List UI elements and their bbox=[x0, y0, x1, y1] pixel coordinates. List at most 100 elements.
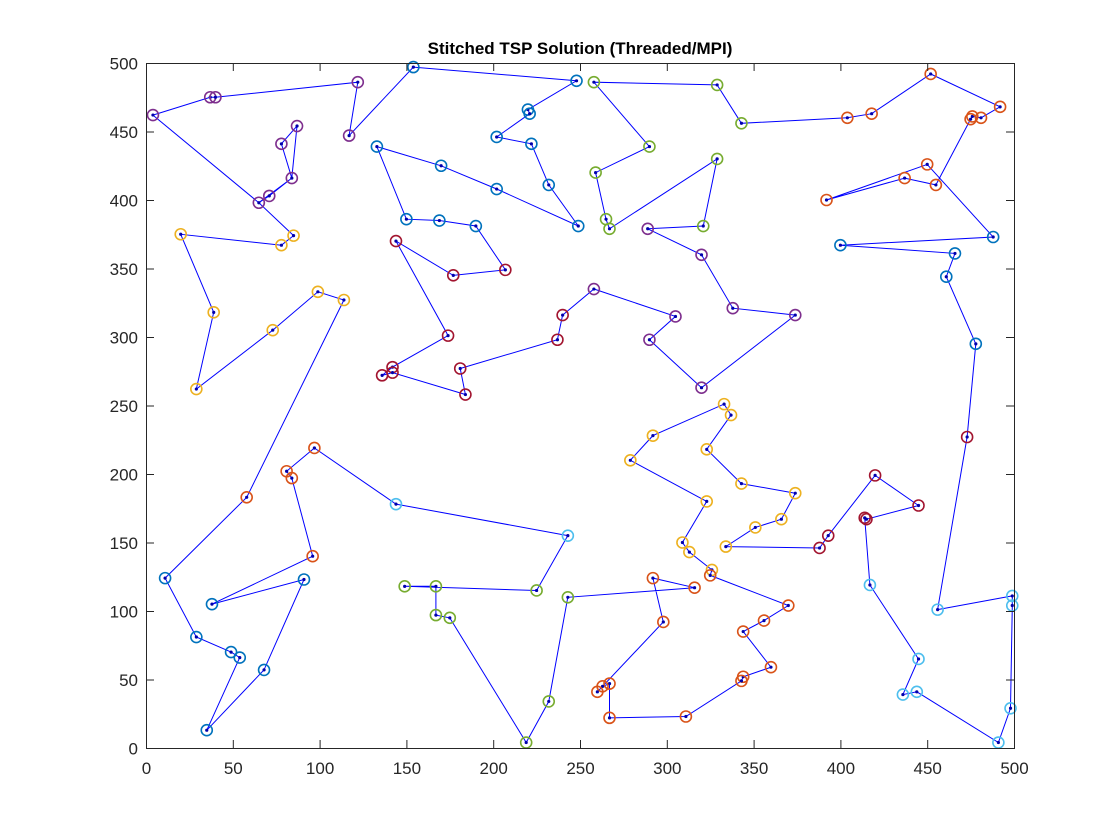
city-marker bbox=[530, 584, 543, 597]
city-point bbox=[651, 576, 655, 580]
city-point bbox=[817, 546, 822, 550]
city-marker bbox=[207, 306, 221, 319]
city-marker bbox=[820, 193, 833, 207]
city-point bbox=[446, 334, 450, 338]
city-marker bbox=[912, 499, 925, 512]
city-marker bbox=[912, 652, 925, 666]
city-point bbox=[708, 573, 712, 577]
y-tick-label: 350 bbox=[110, 260, 138, 279]
city-point bbox=[934, 183, 938, 187]
city-marker bbox=[389, 234, 403, 248]
city-point bbox=[458, 366, 462, 371]
city-point bbox=[965, 435, 969, 439]
city-point bbox=[753, 525, 757, 530]
city-point bbox=[722, 402, 726, 406]
city-point bbox=[998, 105, 1002, 109]
city-marker bbox=[200, 723, 214, 737]
city-point bbox=[238, 655, 242, 660]
city-marker bbox=[1004, 701, 1017, 715]
city-marker bbox=[469, 219, 483, 233]
city-marker bbox=[275, 137, 288, 151]
city-marker bbox=[490, 130, 503, 144]
y-tick-label: 50 bbox=[119, 671, 138, 690]
city-marker bbox=[386, 366, 399, 379]
city-marker bbox=[841, 111, 854, 125]
city-point bbox=[302, 577, 306, 582]
city-marker bbox=[429, 580, 443, 593]
city-marker bbox=[782, 599, 795, 612]
city-marker bbox=[308, 441, 321, 455]
city-point bbox=[547, 699, 551, 704]
ticks: 0 50 100 150 200 250 300 350 400 450 500 0 50 100 150 2… bbox=[110, 55, 1029, 779]
city-point bbox=[503, 268, 507, 272]
city-point bbox=[715, 83, 719, 87]
city-point bbox=[739, 121, 744, 125]
city-marker bbox=[287, 229, 300, 242]
city-marker bbox=[551, 333, 564, 347]
city-marker bbox=[190, 630, 203, 644]
city-point bbox=[915, 690, 919, 694]
city-point bbox=[724, 545, 728, 549]
city-marker bbox=[342, 129, 356, 142]
x-tick-label: 50 bbox=[224, 759, 243, 778]
city-point bbox=[194, 387, 198, 391]
city-marker bbox=[400, 212, 413, 226]
city-point bbox=[394, 239, 398, 243]
city-point bbox=[312, 446, 316, 450]
city-marker bbox=[710, 152, 724, 166]
city-marker bbox=[726, 301, 740, 315]
city-point bbox=[600, 684, 605, 688]
city-point bbox=[1010, 603, 1014, 608]
city-marker bbox=[646, 429, 660, 442]
city-marker-layer bbox=[146, 60, 1019, 749]
city-point bbox=[647, 144, 652, 149]
city-marker bbox=[669, 310, 682, 323]
city-marker bbox=[603, 677, 616, 690]
city-point bbox=[715, 157, 719, 161]
city-point bbox=[528, 112, 532, 116]
city-marker bbox=[929, 178, 943, 192]
city-marker bbox=[257, 663, 271, 677]
city-marker bbox=[499, 263, 512, 277]
city-point bbox=[793, 491, 797, 495]
city-marker bbox=[749, 521, 762, 534]
x-tick-label: 250 bbox=[566, 759, 594, 778]
city-point bbox=[824, 198, 829, 202]
city-point bbox=[651, 434, 655, 438]
city-marker bbox=[757, 614, 771, 627]
city-point bbox=[245, 495, 249, 499]
city-marker bbox=[688, 581, 701, 595]
city-point bbox=[163, 576, 167, 580]
city-marker bbox=[724, 408, 738, 422]
city-marker bbox=[285, 471, 299, 485]
city-marker bbox=[939, 270, 953, 284]
city-point bbox=[741, 629, 745, 634]
plot-area bbox=[146, 63, 1014, 748]
city-point bbox=[495, 135, 499, 139]
city-point bbox=[594, 171, 598, 175]
city-point bbox=[604, 217, 608, 221]
city-marker bbox=[898, 171, 911, 185]
city-marker bbox=[275, 238, 288, 252]
city-point bbox=[291, 234, 296, 238]
city-marker bbox=[736, 625, 750, 638]
city-point bbox=[699, 253, 704, 257]
city-point bbox=[873, 473, 877, 477]
city-point bbox=[916, 503, 921, 508]
city-point bbox=[779, 517, 783, 521]
city-point bbox=[996, 740, 1000, 745]
city-point bbox=[739, 481, 744, 486]
city-marker bbox=[646, 571, 660, 585]
y-tick-label: 100 bbox=[110, 603, 138, 622]
city-marker bbox=[266, 323, 280, 337]
city-marker bbox=[695, 248, 708, 262]
city-point bbox=[212, 310, 216, 314]
city-marker bbox=[158, 571, 172, 585]
city-marker bbox=[969, 337, 983, 351]
city-marker bbox=[676, 536, 689, 549]
city-point bbox=[434, 584, 438, 588]
city-marker bbox=[587, 282, 601, 296]
city-point bbox=[786, 603, 790, 608]
city-point bbox=[375, 144, 379, 149]
city-point bbox=[356, 80, 360, 84]
